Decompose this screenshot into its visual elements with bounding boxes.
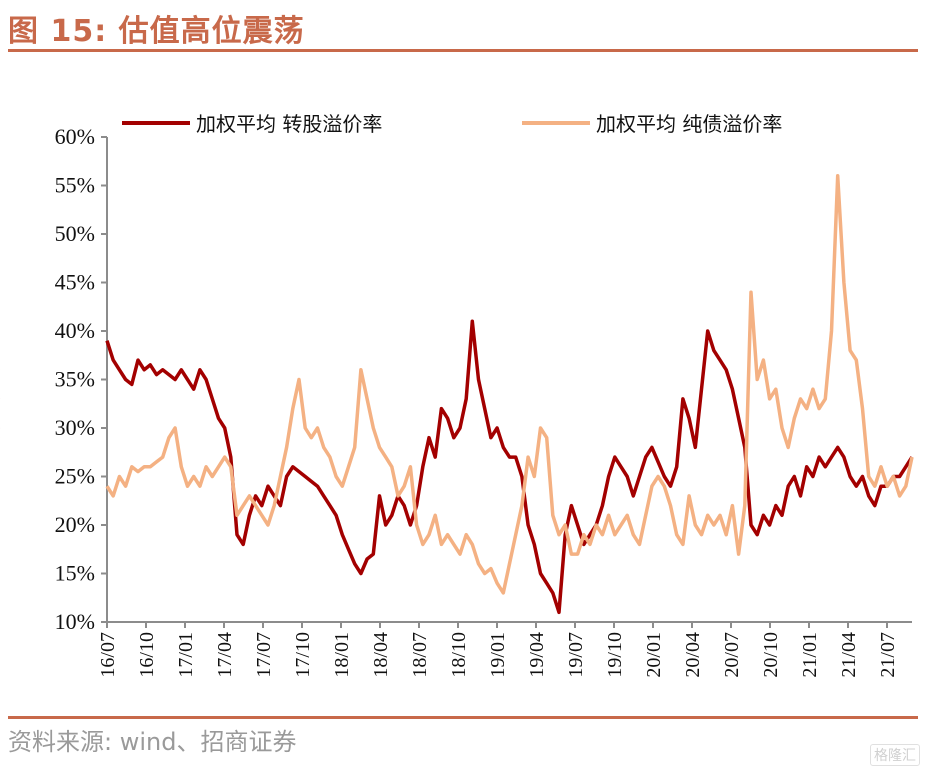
y-tick-label: 50% <box>55 221 95 246</box>
y-tick-label: 40% <box>55 318 95 343</box>
legend-label-series2: 加权平均 纯债溢价率 <box>596 112 782 136</box>
x-tick-label: 16/07 <box>97 632 119 678</box>
footer-rule <box>8 716 918 719</box>
legend-label-series1: 加权平均 转股溢价率 <box>196 112 382 136</box>
y-tick-label: 10% <box>55 609 95 634</box>
y-tick-label: 45% <box>55 270 95 295</box>
line-chart: 加权平均 转股溢价率 加权平均 纯债溢价率 10% 15% 20% 25% 30% 35%… <box>0 112 914 678</box>
x-tick-label: 18/01 <box>331 632 353 678</box>
x-tick-label: 20/01 <box>643 632 665 678</box>
watermark-logo: 格隆汇 <box>870 744 920 766</box>
x-tick-label: 19/04 <box>526 632 548 678</box>
x-tick-label: 18/07 <box>409 632 431 678</box>
x-tick-label: 19/07 <box>565 632 587 678</box>
source-note: 资料来源: wind、招商证券 <box>8 728 297 756</box>
x-tick-label: 17/04 <box>214 632 236 678</box>
x-tick-label: 17/07 <box>253 632 275 678</box>
y-tick-label: 15% <box>55 561 95 586</box>
x-tick-label: 17/01 <box>175 632 197 678</box>
title-rule <box>8 49 918 52</box>
x-tick-label: 21/01 <box>799 632 821 678</box>
x-tick-label: 19/01 <box>487 632 509 678</box>
x-tick-label: 19/10 <box>604 632 626 678</box>
x-tick-label: 21/04 <box>838 632 860 678</box>
y-tick-label: 35% <box>55 367 95 392</box>
series-line-2 <box>105 174 914 595</box>
series-group <box>0 174 914 615</box>
y-tick-label: 25% <box>55 464 95 489</box>
x-tick-label: 18/04 <box>370 632 392 678</box>
y-tick-label: 30% <box>55 415 95 440</box>
axes: 10% 15% 20% 25% 30% 35% 40% 45% 50% 55% 60% 16/07 16… <box>55 124 912 678</box>
y-tick-label: 55% <box>55 173 95 198</box>
x-tick-label: 17/10 <box>292 632 314 678</box>
x-tick-label: 20/10 <box>760 632 782 678</box>
y-tick-label: 60% <box>55 124 95 149</box>
legend: 加权平均 转股溢价率 加权平均 纯债溢价率 <box>122 112 782 136</box>
figure-title: 图 15: 估值高位震荡 <box>8 14 305 49</box>
x-tick-label: 21/07 <box>877 632 899 678</box>
x-tick-label: 16/10 <box>136 632 158 678</box>
x-tick-label: 20/07 <box>721 632 743 678</box>
x-tick-label: 20/04 <box>682 632 704 678</box>
x-tick-label: 18/10 <box>448 632 470 678</box>
y-tick-label: 20% <box>55 512 95 537</box>
